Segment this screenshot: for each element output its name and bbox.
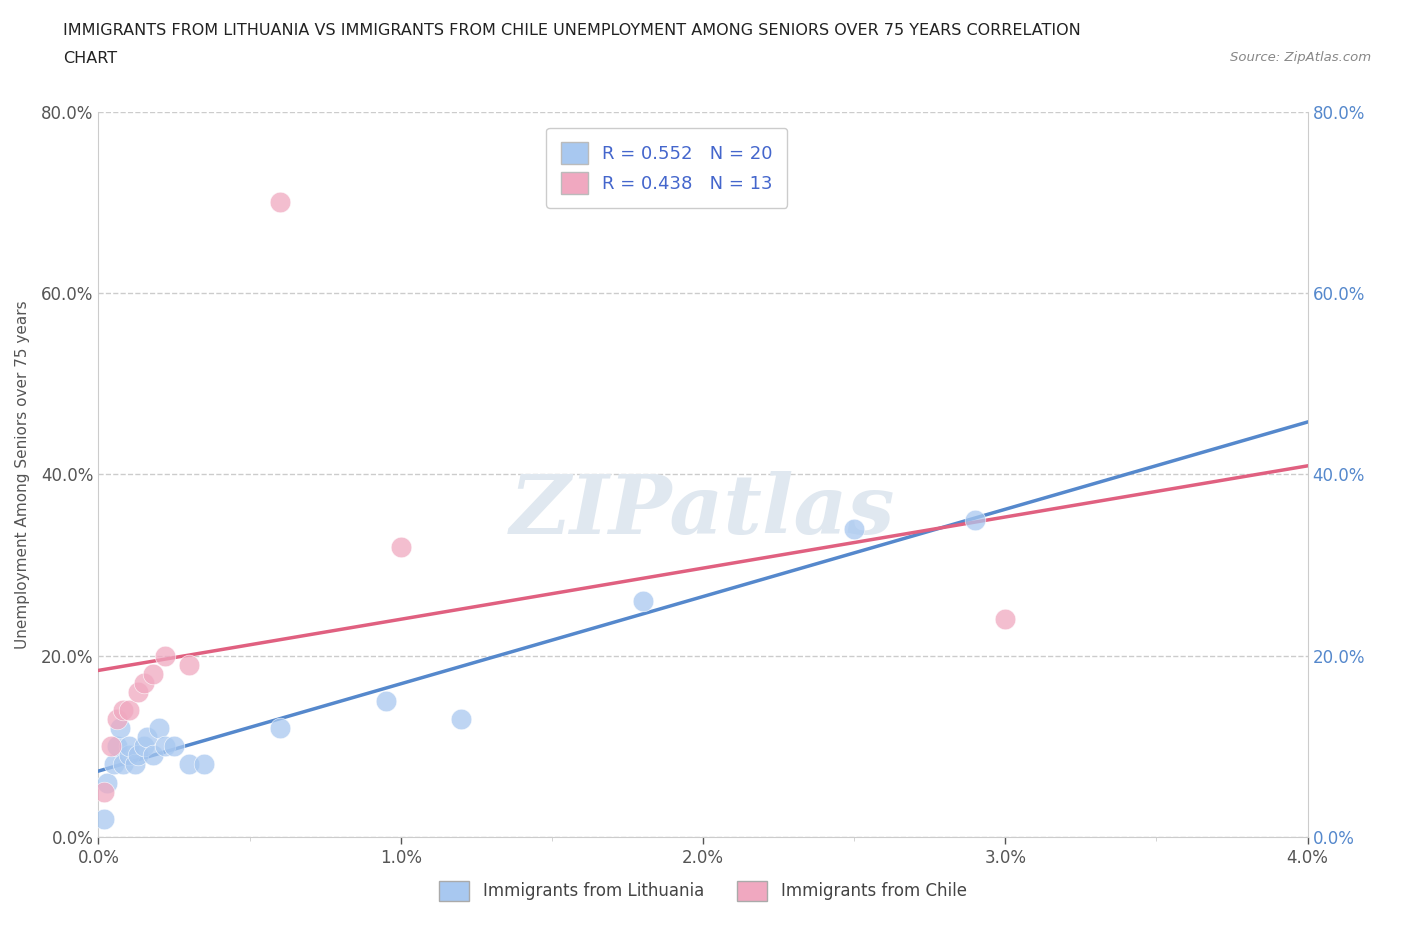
Y-axis label: Unemployment Among Seniors over 75 years: Unemployment Among Seniors over 75 years [15,300,30,648]
Point [127,748,149,763]
Point [142,748,165,763]
Text: Source: ZipAtlas.com: Source: ZipAtlas.com [1230,51,1371,64]
Point [148,721,170,736]
Point [135,730,157,745]
Text: CHART: CHART [63,51,117,66]
Point [93,811,115,827]
Point [965,512,987,527]
Point [124,757,146,772]
Point [844,521,866,536]
Point [132,675,155,690]
Point [163,738,186,753]
Point [269,721,291,736]
Point [127,684,149,699]
Point [111,757,134,772]
Point [994,612,1017,627]
Point [193,757,215,772]
Point [105,711,128,726]
Point [105,738,128,753]
Point [153,738,176,753]
Point [631,594,654,609]
Point [374,694,396,709]
Point [132,738,155,753]
Point [118,748,141,763]
Point [96,776,118,790]
Point [93,784,115,799]
Text: ZIPatlas: ZIPatlas [510,471,896,551]
Point [142,667,165,682]
Point [179,658,201,672]
Point [153,648,176,663]
Point [108,721,131,736]
Point [179,757,201,772]
Point [269,195,291,210]
Point [118,738,141,753]
Point [389,539,412,554]
Text: IMMIGRANTS FROM LITHUANIA VS IMMIGRANTS FROM CHILE UNEMPLOYMENT AMONG SENIORS OV: IMMIGRANTS FROM LITHUANIA VS IMMIGRANTS … [63,23,1081,38]
Legend: Immigrants from Lithuania, Immigrants from Chile: Immigrants from Lithuania, Immigrants fr… [433,874,973,908]
Point [100,738,122,753]
Point [450,711,472,726]
Point [111,703,134,718]
Legend: R = 0.552   N = 20, R = 0.438   N = 13: R = 0.552 N = 20, R = 0.438 N = 13 [547,128,787,208]
Point [118,703,141,718]
Point [103,757,125,772]
